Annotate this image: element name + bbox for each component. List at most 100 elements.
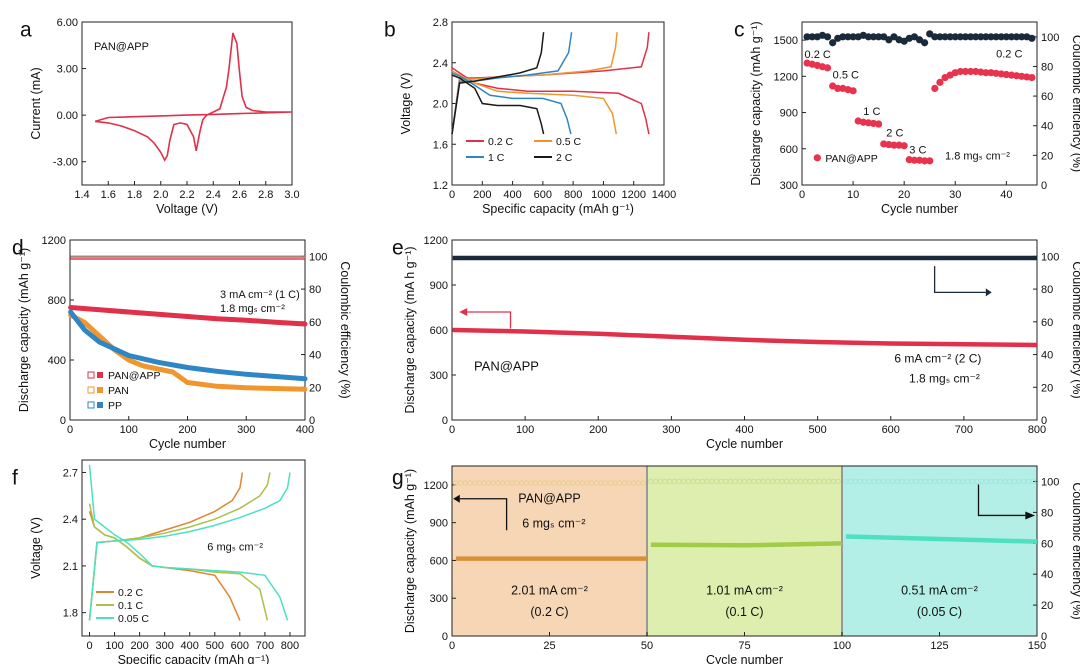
y-right-tick-label: 0 bbox=[1041, 631, 1047, 643]
right-axis-arrow bbox=[977, 484, 1026, 517]
x-tick-label: 125 bbox=[930, 640, 948, 652]
panel-label-f: f bbox=[12, 466, 18, 489]
y-axis-label: Discharge capacity (mA h g⁻¹) bbox=[403, 246, 417, 413]
rate-label: (0.1 C) bbox=[725, 605, 763, 619]
ce-point bbox=[849, 33, 857, 41]
plot-frame bbox=[81, 459, 306, 637]
y-axis-label: Current (mA) bbox=[29, 67, 43, 139]
left-axis-arrowhead bbox=[453, 494, 460, 503]
x-tick-label: 1.4 bbox=[74, 189, 89, 201]
y-tick-label: 900 bbox=[430, 280, 448, 292]
x-tick-label: 400 bbox=[735, 424, 753, 436]
y-tick-label: 1200 bbox=[42, 235, 66, 247]
ce-point bbox=[864, 33, 873, 41]
x-tick-label: 800 bbox=[1028, 424, 1046, 436]
capacity-curve-PAN bbox=[68, 312, 308, 392]
x-tick-label: 1.8 bbox=[127, 189, 142, 201]
plot-frame bbox=[801, 21, 1038, 186]
x-tick-label: 400 bbox=[296, 424, 314, 436]
capacity-point bbox=[875, 120, 883, 128]
y-tick-label: 2.1 bbox=[63, 561, 78, 573]
legend-entry: 0.05 C bbox=[118, 613, 149, 625]
ce-point bbox=[640, 480, 646, 486]
y-right-axis-label: Coulombic efficiency (%) bbox=[1070, 261, 1080, 398]
y-right-tick-label: 100 bbox=[1041, 476, 1059, 488]
ce-point bbox=[987, 33, 995, 41]
legend-entry: 1 C bbox=[488, 152, 505, 164]
y-tick-label: 600 bbox=[430, 325, 448, 337]
y-tick-label: 300 bbox=[430, 593, 448, 605]
y-tick-label: 0 bbox=[60, 415, 66, 427]
ce-point bbox=[982, 33, 990, 41]
ce-point bbox=[1018, 33, 1026, 41]
x-tick-label: 0 bbox=[449, 424, 455, 436]
y-tick-label: 600 bbox=[780, 144, 798, 156]
y-tick-label: 0 bbox=[442, 631, 448, 643]
x-tick-label: 2.8 bbox=[258, 189, 273, 201]
y-tick-label: 2.4 bbox=[433, 58, 448, 70]
panel-label-e: e bbox=[392, 236, 404, 259]
legend-entry: 0.2 C bbox=[488, 136, 514, 148]
x-tick-label: 2.4 bbox=[206, 189, 221, 201]
capacity-curve bbox=[845, 534, 1038, 544]
rate-label: 0.5 C bbox=[833, 70, 859, 82]
y-tick-label: 300 bbox=[430, 370, 448, 382]
y-tick-label: 400 bbox=[48, 355, 66, 367]
x-tick-label: 100 bbox=[105, 640, 123, 652]
y-right-axis-label: Coulombic efficiency (%) bbox=[1070, 482, 1080, 619]
capacity-point bbox=[823, 64, 832, 72]
y-tick-label: 2.8 bbox=[433, 17, 448, 29]
capacity-curve bbox=[452, 327, 1038, 348]
y-tick-label: 900 bbox=[430, 518, 448, 530]
panel-g: g0 25 50 75 100 125 15003006009001200020406080… bbox=[392, 465, 1080, 664]
ce-point bbox=[1002, 33, 1010, 41]
y-right-tick-label: 80 bbox=[1041, 507, 1053, 519]
y-tick-label: 1.6 bbox=[433, 139, 448, 151]
y-tick-label: 1200 bbox=[424, 235, 448, 247]
capacity-point bbox=[982, 69, 990, 77]
sample-label: PAN@APP bbox=[518, 492, 580, 506]
x-tick-label: 700 bbox=[955, 424, 973, 436]
x-tick-label: 400 bbox=[503, 189, 521, 201]
y-right-tick-label: 60 bbox=[1041, 91, 1053, 103]
capacity-point bbox=[961, 67, 970, 76]
y-tick-label: 6.00 bbox=[57, 17, 78, 29]
panel-label-a: a bbox=[20, 18, 32, 41]
legend-entry: PP bbox=[108, 400, 122, 412]
y-right-tick-label: 100 bbox=[1041, 32, 1059, 44]
ce-point bbox=[823, 33, 832, 41]
loading-label: 6 mgₛ cm⁻² bbox=[207, 541, 263, 553]
plot-frame bbox=[69, 239, 306, 421]
y-right-tick-label: 60 bbox=[1041, 538, 1053, 550]
x-tick-label: 10 bbox=[847, 189, 859, 201]
discharge-curve-0.1C bbox=[88, 503, 269, 621]
x-tick-label: 800 bbox=[564, 189, 582, 201]
loading-label: 1.8 mgₛ cm⁻² bbox=[220, 303, 285, 315]
charge-curve-1C bbox=[451, 32, 573, 135]
ce-point bbox=[997, 33, 1005, 41]
discharge-curve-2C bbox=[451, 74, 545, 135]
legend-entry: PAN@APP bbox=[825, 153, 877, 165]
legend-swatch bbox=[813, 154, 821, 162]
y-tick-label: 1200 bbox=[424, 480, 448, 492]
ce-point bbox=[835, 478, 841, 485]
panel-e: e0 100 200 300 400 500 600 700 80003006009001200… bbox=[392, 235, 1080, 451]
loading-label: 1.8 mgₛ cm⁻² bbox=[909, 372, 980, 386]
charge-curve-0.05C bbox=[88, 472, 291, 621]
ce-point bbox=[869, 33, 878, 41]
y-right-tick-label: 20 bbox=[1041, 600, 1053, 612]
panel-f: f 0 100 200 300 400 500 600 700 800 1.8 2.1 2.4 2.7 Sp… bbox=[12, 459, 306, 664]
y-right-tick-label: 80 bbox=[1041, 284, 1053, 296]
x-tick-label: 200 bbox=[589, 424, 607, 436]
y-axis-label: Voltage (V) bbox=[399, 73, 413, 135]
loading-label: 1.8 mgₛ cm⁻² bbox=[945, 151, 1010, 163]
ce-point bbox=[1012, 33, 1021, 41]
x-axis-label: Cycle number bbox=[706, 653, 783, 664]
y-tick-label: 300 bbox=[780, 180, 798, 192]
rate-label: (0.05 C) bbox=[917, 605, 962, 619]
ce-point bbox=[972, 33, 980, 41]
panel-label-d: d bbox=[12, 236, 24, 259]
ce-point bbox=[961, 33, 970, 41]
ce-point bbox=[829, 39, 837, 47]
y-axis-label: Discharge capacity (mAh g⁻¹) bbox=[403, 469, 417, 633]
